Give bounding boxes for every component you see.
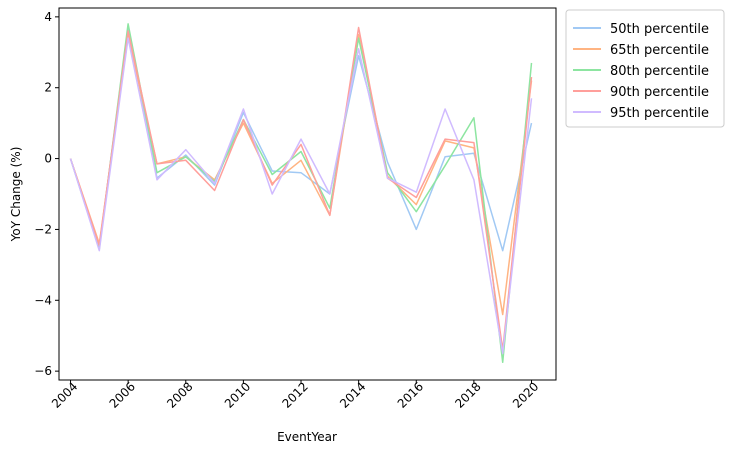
legend-label: 90th percentile [610,85,709,100]
x-tick-label: 2012 [279,379,310,410]
y-tick-label: 4 [44,10,52,24]
y-axis-title: YoY Change (%) [9,147,23,243]
x-tick-label: 2020 [510,379,541,410]
legend-label: 65th percentile [610,43,709,58]
legend-label: 50th percentile [610,22,709,37]
legend-label: 80th percentile [610,64,709,79]
legend-frame [565,9,725,128]
x-tick-label: 2014 [337,379,368,410]
x-tick-label: 2008 [164,379,195,410]
y-tick-label: −4 [34,293,52,307]
plot-lines [69,23,533,364]
legend-label: 95th percentile [610,106,709,121]
series-line-5 [69,37,533,355]
plot-area-frame [58,7,557,381]
series-line-4 [69,26,533,351]
x-axis-title: EventYear [277,430,337,444]
series-line-1 [69,26,533,252]
legend: 50th percentile 65th percentile 80th perce… [565,9,725,128]
x-tick-label: 2006 [107,379,138,410]
series-line-2 [69,33,533,316]
y-axis: −6 −4 −2 0 2 4 [34,10,59,378]
y-tick-label: 2 [44,81,52,95]
y-tick-label: −2 [34,222,52,236]
x-tick-label: 2004 [49,379,80,410]
x-tick-label: 2010 [222,379,253,410]
series-line-3 [69,23,533,364]
y-tick-label: −6 [34,364,52,378]
x-tick-label: 2016 [395,379,426,410]
x-tick-label: 2018 [452,379,483,410]
y-tick-label: 0 [44,152,52,166]
x-axis: 2004 2006 2008 2010 2012 2014 2016 2018 2020 [49,379,541,410]
